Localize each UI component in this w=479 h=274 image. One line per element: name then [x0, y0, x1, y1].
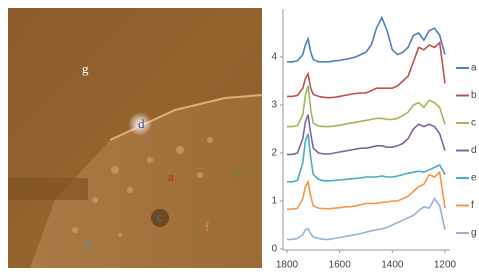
- x-tick-label: 1200: [434, 260, 457, 271]
- y-tick-label: 1: [271, 196, 277, 207]
- series-line: [287, 18, 445, 62]
- legend-label: e: [471, 173, 477, 184]
- legend-label: d: [471, 145, 477, 156]
- figure: g d a b c e f 0 1 2 3 4 1800 1600 1400 1200 a b c d e…: [0, 0, 479, 274]
- afm-image: g d a b c e f: [8, 8, 262, 268]
- y-tick-label: 0: [271, 244, 277, 255]
- image-label: f: [205, 219, 210, 234]
- series-line: [287, 134, 445, 182]
- legend-label: f: [471, 200, 474, 211]
- x-tick-label: 1600: [329, 260, 352, 271]
- image-label: e: [85, 236, 91, 251]
- image-label: a: [168, 169, 174, 184]
- x-tick-label: 1400: [381, 260, 404, 271]
- legend-label: c: [471, 118, 476, 129]
- image-label: g: [82, 61, 89, 76]
- chart: 0 1 2 3 4 1800 1600 1400 1200 a b c d e f g: [271, 9, 477, 271]
- y-tick-label: 4: [271, 52, 277, 63]
- legend-label: g: [471, 228, 477, 239]
- legend-label: b: [471, 90, 477, 101]
- image-label: d: [138, 116, 145, 131]
- image-label: c: [157, 209, 163, 224]
- legend-label: a: [471, 63, 477, 74]
- series-line: [287, 86, 445, 127]
- series-line: [287, 199, 445, 240]
- y-tick-label: 2: [271, 148, 277, 159]
- y-tick-label: 3: [271, 100, 277, 111]
- x-tick-label: 1800: [276, 260, 299, 271]
- image-label: b: [236, 166, 243, 181]
